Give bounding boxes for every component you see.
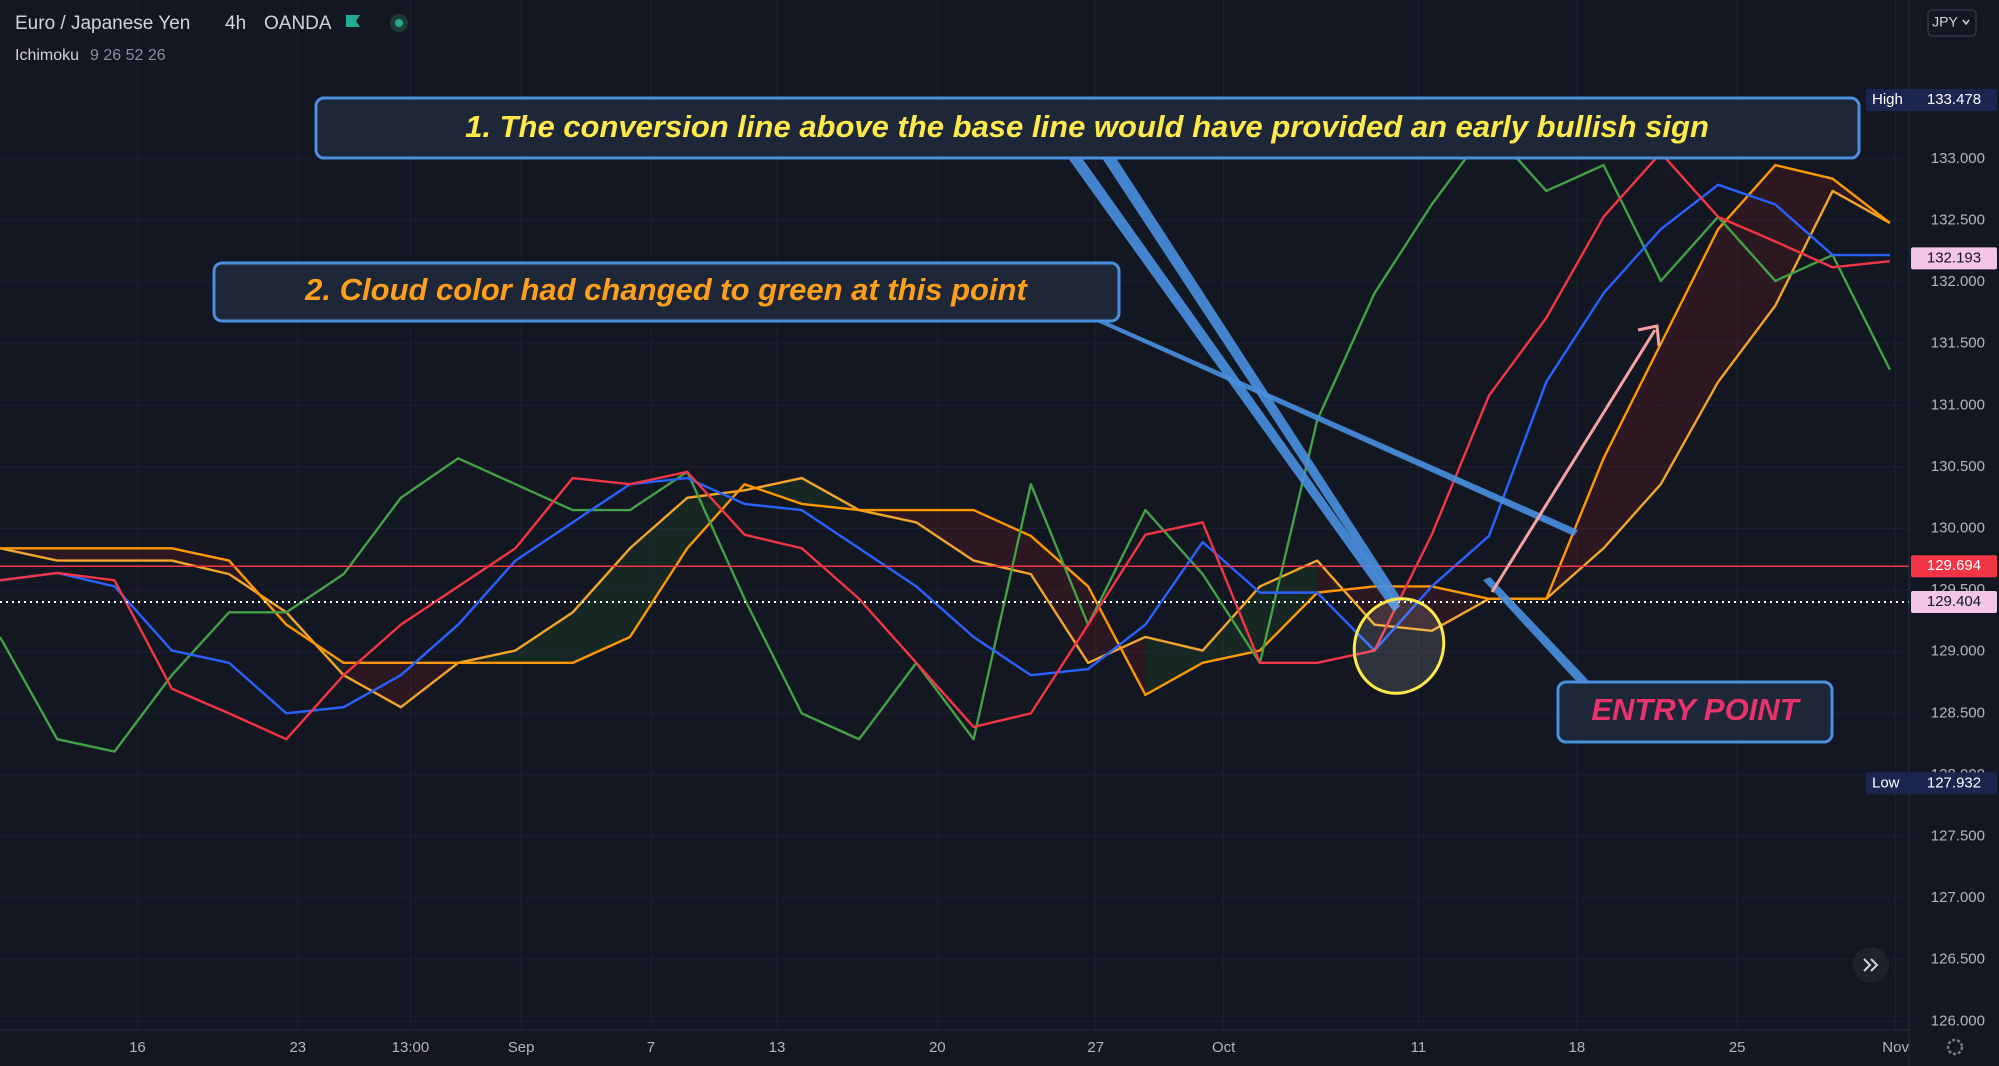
chevron (1962, 19, 1970, 26)
currency: JPY (1932, 14, 1958, 30)
annotation-text: 2. Cloud color had changed to green at t… (304, 272, 1028, 307)
flag-icon (346, 15, 360, 27)
series-line (0, 125, 1891, 753)
x-tick-label: 16 (129, 1039, 146, 1056)
arrow-head (1637, 324, 1661, 347)
cloud-segment (1431, 586, 1490, 631)
y-tick-label: 132.000 (1931, 273, 1985, 290)
interval: 4h (225, 13, 246, 34)
cloud-segment (1775, 165, 1833, 306)
x-tick-label: 13:00 (392, 1039, 430, 1056)
symbol: Euro / Japanese Yen (15, 13, 190, 34)
annotation-text: 1. The conversion line above the base li… (465, 109, 1709, 144)
price-tag (1911, 555, 1997, 578)
cloud-segment (629, 497, 688, 637)
x-tick-label: 20 (929, 1039, 946, 1056)
cloud-segment (916, 510, 974, 561)
currency-button[interactable] (1927, 9, 1977, 37)
cloud-segment (973, 510, 1031, 575)
broker: OANDA (264, 13, 332, 34)
x-tick-label: 25 (1729, 1039, 1746, 1056)
cloud-segment (515, 612, 573, 663)
cloud-segment (744, 478, 802, 504)
cloud-segment (572, 548, 630, 663)
y-tick-label: 131.000 (1931, 396, 1985, 413)
y-tick-label: 130.000 (1931, 520, 1985, 537)
cloud-segment (57, 548, 115, 561)
extreme-name: Low (1872, 774, 1900, 791)
y-tick-label: 126.000 (1931, 1012, 1985, 1029)
callout-pointer (1095, 321, 1578, 536)
callout-pointer (1483, 577, 1590, 682)
y-tick-label: 131.500 (1931, 335, 1985, 352)
cloud-segment (1145, 636, 1203, 695)
annotation-1: 1. The conversion line above the base li… (314, 96, 1861, 612)
cloud-segment (1660, 229, 1719, 485)
series-line (0, 151, 1891, 741)
x-tick-label: 13 (769, 1039, 786, 1056)
cloud-segment (1030, 535, 1089, 663)
x-tick-label: Oct (1212, 1039, 1236, 1056)
price-tag-label: 129.404 (1927, 593, 1981, 610)
extreme-value: 133.478 (1927, 91, 1981, 108)
callout-box (1556, 680, 1834, 744)
entry-highlight (1352, 597, 1446, 695)
cloud-segment (1603, 343, 1661, 549)
callout-box (212, 261, 1121, 323)
indicator-params: 9 26 52 26 (90, 47, 166, 64)
y-tick-label: 130.500 (1931, 458, 1985, 475)
last-price-tag (1911, 247, 1997, 270)
last-price-label: 132.193 (1927, 249, 1981, 266)
annotation-3: ENTRY POINT (1483, 577, 1834, 744)
x-tick-label: 27 (1087, 1039, 1104, 1056)
annotation-2: 2. Cloud color had changed to green at t… (212, 261, 1578, 536)
y-tick-label: 126.500 (1931, 951, 1985, 968)
cloud-segment (1202, 586, 1260, 663)
status-dot (395, 19, 403, 27)
y-tick-label: 132.500 (1931, 212, 1985, 229)
y-tick-label: 133.000 (1931, 150, 1985, 167)
cloud-segment (114, 548, 172, 561)
cloud-segment (1259, 560, 1318, 651)
cloud-segment (171, 548, 230, 575)
price-tag (1911, 590, 1997, 613)
y-tick-label: 127.500 (1931, 828, 1985, 845)
settings-icon[interactable] (1946, 1038, 1964, 1056)
x-tick-label: 7 (647, 1039, 655, 1056)
scroll-icon (1863, 958, 1879, 972)
series-line (0, 163, 1891, 697)
lines (0, 125, 1909, 753)
x-tick-label: 23 (289, 1039, 306, 1056)
x-tick-label: 11 (1411, 1039, 1427, 1056)
extreme-value: 127.932 (1927, 774, 1981, 791)
extreme-tag (1866, 89, 1997, 112)
y-tick-label: 127.000 (1931, 889, 1985, 906)
callout-pointer (1102, 158, 1402, 604)
extreme-name: High (1872, 91, 1903, 108)
y-tick-label: 128.500 (1931, 704, 1985, 721)
callout-box (314, 96, 1861, 160)
cloud-segment (343, 662, 401, 708)
x-tick-label: Nov (1882, 1039, 1909, 1056)
x-tick-label: 18 (1568, 1039, 1585, 1056)
callout-pointer (1068, 158, 1400, 612)
trend-arrow (1490, 329, 1657, 593)
cloud-segment (1718, 165, 1776, 382)
series-line (0, 183, 1890, 715)
annotation-text: ENTRY POINT (1591, 692, 1801, 727)
axes: 126.000126.500127.000127.500128.000128.5… (129, 89, 1997, 1056)
extreme-tag (1866, 772, 1997, 795)
price-tag-label: 129.694 (1927, 557, 1981, 574)
y-tick-label: 129.000 (1931, 643, 1985, 660)
x-tick-label: Sep (508, 1039, 535, 1056)
indicator: Ichimoku (15, 47, 79, 64)
